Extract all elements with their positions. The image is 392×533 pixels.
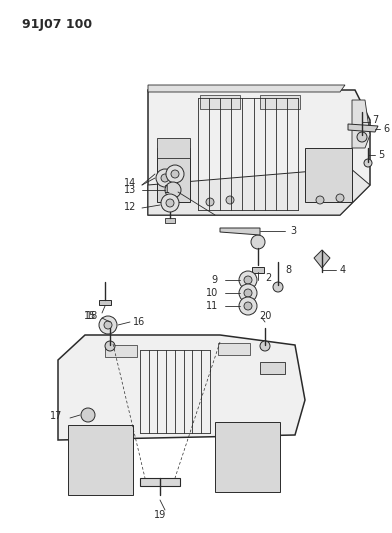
Polygon shape <box>148 85 345 92</box>
Bar <box>218 343 250 355</box>
Text: 13: 13 <box>124 185 136 195</box>
Bar <box>99 300 111 305</box>
Circle shape <box>316 196 324 204</box>
Circle shape <box>364 159 372 167</box>
Text: 6: 6 <box>383 124 389 134</box>
Text: 19: 19 <box>154 510 166 520</box>
Text: 9: 9 <box>212 275 218 285</box>
Polygon shape <box>305 148 352 202</box>
Circle shape <box>239 271 257 289</box>
Circle shape <box>156 169 174 187</box>
Circle shape <box>226 196 234 204</box>
Circle shape <box>260 341 270 351</box>
Polygon shape <box>148 168 370 215</box>
Circle shape <box>166 165 184 183</box>
Circle shape <box>239 284 257 302</box>
Bar <box>165 218 175 223</box>
Circle shape <box>244 289 252 297</box>
Circle shape <box>104 321 112 329</box>
Bar <box>252 267 264 273</box>
Bar <box>140 478 180 486</box>
Polygon shape <box>348 124 378 132</box>
Circle shape <box>161 174 169 182</box>
Circle shape <box>161 194 179 212</box>
Text: 20: 20 <box>259 311 271 321</box>
Text: 1: 1 <box>164 185 170 195</box>
Circle shape <box>336 194 344 202</box>
Text: 4: 4 <box>340 265 346 275</box>
Circle shape <box>357 132 367 142</box>
Text: 11: 11 <box>206 301 218 311</box>
Text: 2: 2 <box>265 273 271 283</box>
Text: 7: 7 <box>372 115 378 125</box>
Text: 3: 3 <box>290 226 296 236</box>
Circle shape <box>206 198 214 206</box>
Polygon shape <box>148 90 370 215</box>
Circle shape <box>273 282 283 292</box>
Circle shape <box>105 341 115 351</box>
Circle shape <box>239 297 257 315</box>
Bar <box>105 345 137 357</box>
Bar <box>157 138 190 158</box>
Text: 14: 14 <box>124 178 136 188</box>
Polygon shape <box>220 228 260 235</box>
Circle shape <box>166 199 174 207</box>
Bar <box>68 425 133 495</box>
Text: 15: 15 <box>83 311 96 321</box>
Circle shape <box>244 276 252 284</box>
Circle shape <box>244 302 252 310</box>
Circle shape <box>81 408 95 422</box>
Text: 16: 16 <box>133 317 145 327</box>
Circle shape <box>165 182 181 198</box>
Bar <box>260 362 285 374</box>
Circle shape <box>99 316 117 334</box>
Polygon shape <box>157 148 190 202</box>
Text: 8: 8 <box>285 265 291 275</box>
Bar <box>260 95 300 109</box>
Circle shape <box>171 170 179 178</box>
Bar <box>200 95 240 109</box>
Text: 5: 5 <box>378 150 384 160</box>
Text: 91J07 100: 91J07 100 <box>22 18 92 31</box>
Text: 18: 18 <box>86 311 98 321</box>
Circle shape <box>251 235 265 249</box>
Bar <box>215 422 280 492</box>
Text: 12: 12 <box>123 202 136 212</box>
Text: 17: 17 <box>50 411 62 421</box>
Polygon shape <box>352 100 370 148</box>
Polygon shape <box>58 335 305 440</box>
Polygon shape <box>314 250 330 268</box>
Text: 10: 10 <box>206 288 218 298</box>
